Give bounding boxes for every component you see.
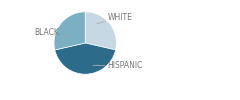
Wedge shape — [85, 12, 116, 50]
Text: BLACK: BLACK — [34, 28, 68, 37]
Text: HISPANIC: HISPANIC — [93, 61, 143, 70]
Text: WHITE: WHITE — [97, 13, 132, 24]
Wedge shape — [55, 43, 116, 74]
Wedge shape — [54, 12, 85, 50]
